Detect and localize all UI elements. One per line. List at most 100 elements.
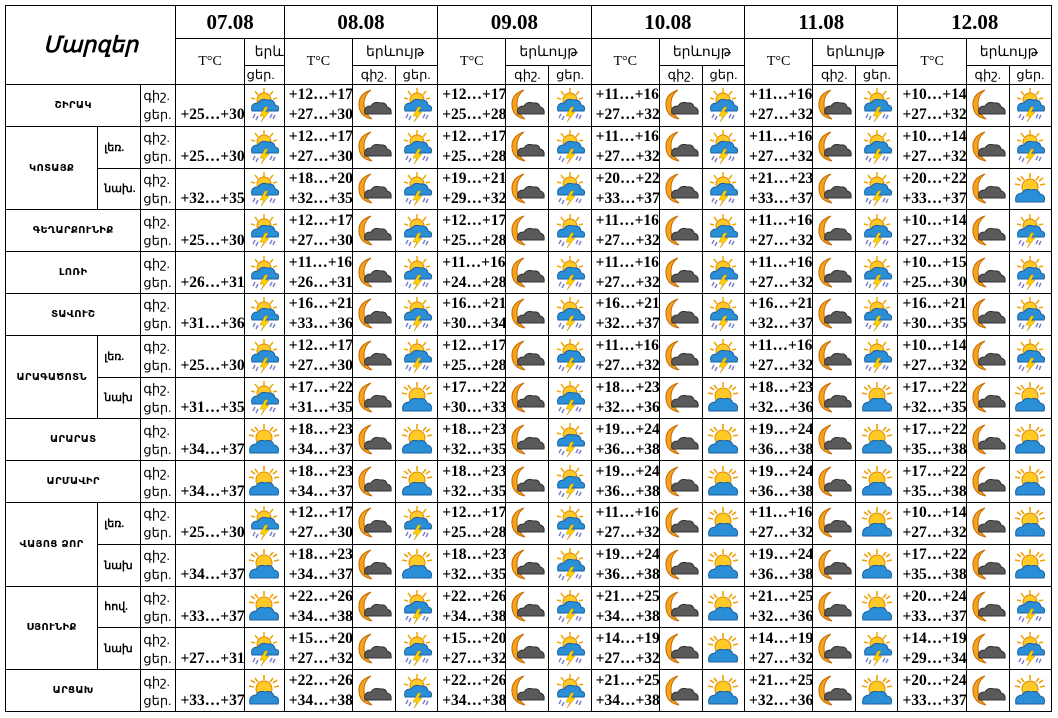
phenomenon-header: երևույթ <box>351 38 439 66</box>
night-weather-cell <box>351 460 397 503</box>
day-weather-cell <box>395 376 439 420</box>
table-row: նախ. գիշ. ցեր. +32…+35 +18…+20 +32…+35 +19…+21… <box>6 167 1053 211</box>
night-temperature: +15…+20 <box>288 629 353 647</box>
date-header: 10.08 <box>590 5 746 39</box>
night-label: գիշ. <box>143 88 170 104</box>
sun-cloud-thunderstorm-icon <box>550 422 590 458</box>
partly-cloudy-sun-icon <box>857 506 897 540</box>
day-temperature: +32…+35 <box>180 189 245 207</box>
day-weather-cell <box>701 627 746 671</box>
phenomenon-header: երևույթ <box>505 38 592 66</box>
night-weather-cell <box>965 585 1010 629</box>
night-temperature: +12…+17 <box>442 337 506 355</box>
day-weather-cell <box>548 334 592 378</box>
day-temperature: +32…+37 <box>749 315 813 333</box>
temperature-cell: +14…+19 +29…+34 <box>897 627 967 671</box>
day-temperature: +25…+30 <box>180 106 245 124</box>
night-temperature: +22…+26 <box>442 587 506 605</box>
region-name: ԼՈՌԻ <box>4 251 142 294</box>
temperature-cell: +12…+17 +25…+28 <box>437 125 507 169</box>
sun-cloud-thunderstorm-icon <box>1010 631 1050 667</box>
temperature-cell: +11…+16 +27…+32 <box>744 334 814 378</box>
day-temperature: +31…+35 <box>180 398 245 416</box>
night-weather-cell <box>505 418 550 462</box>
night-weather-cell <box>351 334 397 378</box>
day-temperature: +31…+35 <box>288 398 353 416</box>
night-weather-cell <box>505 167 550 211</box>
table-row: նախ գիշ. ցեր. +34…+37 +18…+23 +34…+37 +18…+23 +… <box>6 543 1053 587</box>
day-weather-cell <box>395 418 439 462</box>
partly-cloudy-sun-icon <box>703 506 743 540</box>
day-label: ցեր. <box>143 483 172 499</box>
temperature-cell: +33…+37 <box>175 585 245 629</box>
temperature-cell: +19…+24 +36…+38 <box>590 460 660 503</box>
day-temperature: +32…+37 <box>595 315 660 333</box>
day-label: ցեր. <box>143 567 172 583</box>
temperature-cell: +34…+37 <box>175 460 245 503</box>
night-temperature: +12…+17 <box>442 128 506 146</box>
day-weather-cell <box>701 669 746 712</box>
night-temperature: +19…+24 <box>749 546 813 564</box>
day-temperature: +35…+38 <box>902 482 967 500</box>
night-temperature: +16…+21 <box>288 295 353 313</box>
night-weather-cell <box>658 501 703 545</box>
day-temperature: +25…+28 <box>442 357 506 375</box>
day-weather-cell <box>548 460 592 503</box>
day-temperature: +34…+38 <box>442 607 506 625</box>
regions-header: Մարզեր <box>4 5 177 85</box>
day-temperature: +27…+32 <box>749 649 813 667</box>
sun-cloud-thunderstorm-icon <box>245 338 283 374</box>
temperature-cell: +11…+16 +27…+32 <box>590 501 660 545</box>
day-temperature: +27…+30 <box>288 524 353 542</box>
table-row: նախ գիշ. ցեր. +27…+31 +15…+20 +27…+32 +15…+20 +… <box>6 627 1053 671</box>
sun-cloud-thunderstorm-icon <box>857 296 897 332</box>
day-weather-cell <box>701 84 746 127</box>
day-weather-cell <box>395 543 439 587</box>
sun-cloud-thunderstorm-icon <box>550 380 590 416</box>
night-weather-cell <box>351 292 397 336</box>
temperature-cell: +15…+20 +27…+32 <box>437 627 507 671</box>
day-weather-cell <box>1008 209 1053 253</box>
moon-cloud-icon <box>507 632 548 666</box>
day-weather-cell <box>701 585 746 629</box>
day-weather-cell <box>1008 418 1053 462</box>
day-weather-cell <box>855 84 899 127</box>
temperature-cell: +18…+23 +32…+35 <box>437 418 507 462</box>
subregion-name: լեռ. <box>97 125 142 169</box>
moon-cloud-icon <box>967 130 1008 164</box>
sun-cloud-thunderstorm-icon <box>857 129 897 165</box>
table-row: ՇԻՐԱԿ գիշ. ցեր. +25…+30 +12…+17 +27…+30 +12…+1… <box>4 84 1053 127</box>
partly-cloudy-sun-icon <box>703 632 743 666</box>
night-label: գիշ. <box>143 213 170 229</box>
night-weather-cell <box>812 292 857 336</box>
moon-cloud-icon <box>660 172 701 206</box>
moon-cloud-icon <box>353 381 394 415</box>
sun-cloud-thunderstorm-icon <box>550 296 590 332</box>
moon-cloud-icon <box>814 172 855 206</box>
night-temperature: +11…+16 <box>442 253 506 271</box>
day-weather-cell <box>243 125 285 169</box>
partly-cloudy-sun-icon <box>397 548 437 582</box>
temperature-header: T°C <box>175 38 245 85</box>
day-temperature: +25…+28 <box>442 148 506 166</box>
moon-cloud-icon <box>507 423 548 457</box>
night-temperature: +18…+20 <box>288 169 353 187</box>
day-temperature: +25…+28 <box>442 231 506 249</box>
day-weather-cell <box>1008 125 1053 169</box>
sun-cloud-thunderstorm-icon <box>550 338 590 374</box>
day-weather-cell <box>243 376 285 420</box>
subregion-name: նախ. <box>97 167 142 211</box>
day-weather-cell <box>1008 669 1053 712</box>
day-weather-cell <box>243 292 285 336</box>
night-header: գիշ. <box>658 65 703 85</box>
sun-cloud-thunderstorm-icon <box>703 171 743 207</box>
temperature-cell: +14…+19 +27…+32 <box>590 627 660 671</box>
day-temperature: +32…+36 <box>749 398 813 416</box>
date-header: 11.08 <box>744 5 899 39</box>
moon-cloud-icon <box>507 506 548 540</box>
time-labels: գիշ. ցեր. <box>140 376 177 420</box>
day-temperature: +34…+38 <box>288 691 353 709</box>
day-temperature: +32…+36 <box>595 398 660 416</box>
subregion-name: լեռ. <box>97 334 142 378</box>
moon-cloud-icon <box>967 423 1008 457</box>
